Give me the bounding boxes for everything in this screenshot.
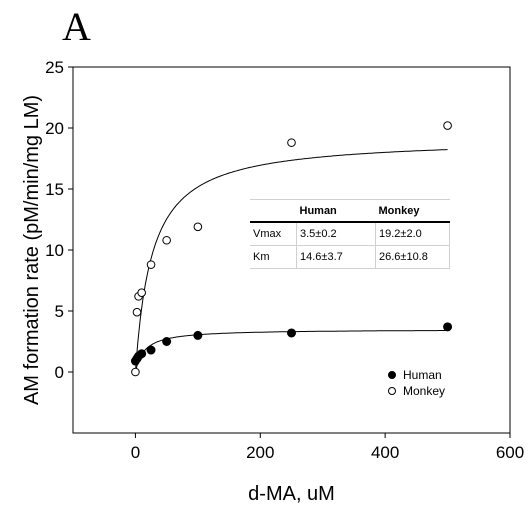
table-cell: 26.6±10.8 (375, 245, 450, 269)
table-cell: 3.5±0.2 (296, 222, 376, 246)
x-axis-label: d-MA, uM (248, 483, 335, 505)
legend-label: Monkey (403, 384, 445, 398)
table-cell: 19.2±2.0 (375, 222, 450, 246)
table-row: Vmax 3.5±0.2 19.2±2.0 (250, 222, 450, 246)
data-point-monkey (131, 367, 140, 377)
x-tick-label: 400 (371, 443, 399, 462)
y-tick-label: 5 (55, 302, 64, 321)
table-cell: Vmax (250, 222, 297, 246)
fit-curve-monkey (134, 149, 448, 373)
y-tick-label: 15 (45, 180, 64, 199)
table-header-cell (250, 199, 297, 223)
y-tick-label: 10 (45, 241, 64, 260)
y-axis-label: AM formation rate (pM/min/mg LM) (21, 95, 43, 405)
y-tick-label: 25 (45, 58, 64, 77)
x-tick-label: 0 (131, 443, 140, 462)
table-cell: Km (250, 245, 297, 269)
kinetics-table: Human Monkey Vmax 3.5±0.2 19.2±2.0 Km 14… (250, 199, 450, 269)
table-cell: 14.6±3.7 (296, 245, 376, 269)
axis-ticks: 0 200 400 600 0 5 10 15 20 25 (45, 58, 524, 462)
data-point-human (137, 349, 147, 359)
y-tick-label: 20 (45, 119, 64, 138)
data-point-monkey (132, 307, 142, 317)
data-point-human (162, 337, 172, 346)
data-point-monkey (162, 235, 171, 245)
data-point-monkey (443, 121, 452, 130)
legend: Human Monkey (388, 368, 445, 398)
panel-label: A (62, 4, 91, 49)
table-header-cell: Human (296, 199, 376, 223)
data-point-monkey (146, 260, 156, 269)
data-point-human (443, 322, 453, 332)
data-point-monkey (193, 222, 203, 232)
x-tick-label: 200 (246, 443, 274, 462)
table-row: Km 14.6±3.7 26.6±10.8 (250, 245, 450, 269)
legend-marker (388, 371, 396, 379)
x-tick-label: 600 (496, 443, 524, 462)
data-point-human (146, 345, 156, 355)
legend-marker (388, 387, 396, 395)
y-tick-label: 0 (55, 363, 64, 382)
data-point-human (287, 328, 296, 338)
data-point-monkey (137, 288, 146, 298)
table-header-row: Human Monkey (250, 199, 450, 223)
table-header-cell: Monkey (375, 199, 450, 223)
legend-label: Human (403, 368, 442, 382)
data-points (130, 121, 453, 377)
data-point-human (193, 330, 203, 340)
data-point-monkey (287, 138, 296, 147)
